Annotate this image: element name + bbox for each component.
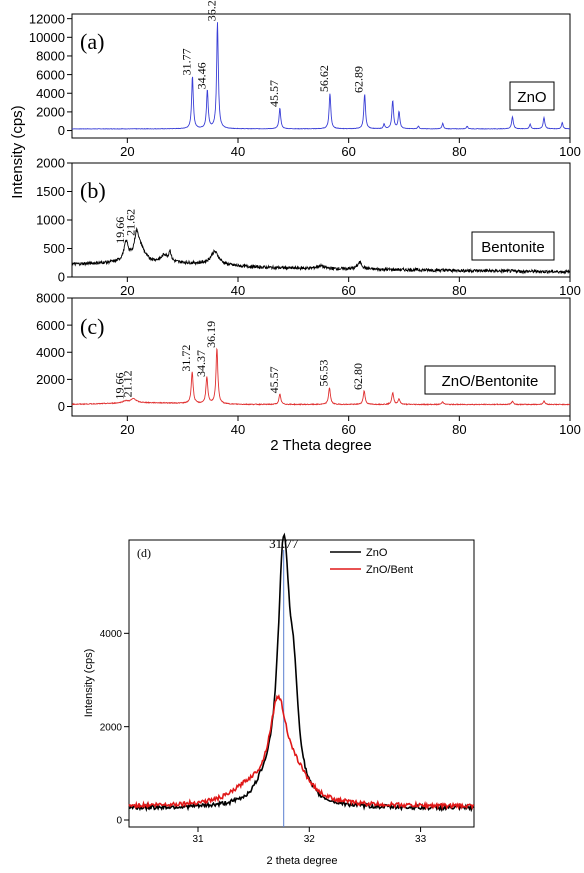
panel-c-legend-box [424, 365, 556, 395]
x-tick-label: 20 [120, 283, 134, 298]
x-tick-label: 100 [559, 144, 581, 159]
panel-b-bentonite: (b) Bentonite 20 40 60 80 100050010001500200… [36, 156, 581, 298]
peak-marker-label: 31.77 [269, 536, 299, 551]
panel-a-frame [71, 13, 571, 139]
panel-b-letter: (b) [80, 178, 106, 203]
peak-label: 45.57 [267, 366, 281, 393]
peak-label: 62.80 [351, 363, 365, 390]
panel-d-zoom: (d) 2 theta degree Intensity (cps) ZnO Z… [83, 532, 475, 867]
panel-a-legend-label: ZnO [517, 89, 546, 106]
panel-a-legend-box [509, 81, 555, 111]
x-tick-label: 80 [452, 283, 466, 298]
y-tick-label: 6000 [36, 67, 65, 82]
peak-label: 19.66 [113, 217, 127, 244]
panel-a-zno: (a) ZnO 20 40 60 80 100 0 2000 4000 6000 8000 1000… [29, 0, 581, 159]
panel-d-letter: (d) [137, 546, 151, 560]
y-tick-label: 0 [116, 816, 122, 827]
y-tick-label: 4000 [36, 86, 65, 101]
peak-label: 21.12 [121, 370, 135, 397]
x-tick-label: 40 [231, 283, 245, 298]
series-line-zno-bent [128, 693, 474, 811]
panel-b-legend-label: Bentonite [481, 239, 544, 256]
y-tick-label: 4000 [100, 629, 123, 640]
y-tick-label: 8000 [36, 49, 65, 64]
x-tick-label: 60 [341, 422, 355, 437]
x-tick-label: 80 [452, 422, 466, 437]
y-tick-label: 10000 [29, 30, 65, 45]
x-tick-label: 60 [341, 283, 355, 298]
panel-d-legend: ZnO ZnO/Bent [330, 547, 413, 576]
y-tick-label: 4000 [36, 345, 65, 360]
top-x-axis-label: 2 Theta degree [270, 437, 371, 454]
peak-label: 34.46 [194, 62, 208, 89]
x-tick-label: 40 [231, 422, 245, 437]
peak-label: 34.37 [194, 350, 208, 377]
top-y-axis-label: Intensity (cps) [9, 105, 26, 198]
x-tick-label: 32 [304, 834, 316, 845]
xrd-trace [71, 226, 571, 275]
y-tick-label: 1000 [36, 213, 65, 228]
peak-label: 31.77 [179, 48, 193, 75]
x-tick-label: 20 [120, 422, 134, 437]
y-tick-label: 2000 [36, 105, 65, 120]
peak-label: 56.62 [317, 65, 331, 92]
legend-label-zno-bent: ZnO/Bent [366, 564, 413, 576]
y-tick-label: 2000 [36, 372, 65, 387]
y-tick-label: 500 [43, 241, 65, 256]
x-tick-label: 100 [559, 422, 581, 437]
peak-label: 62.89 [352, 66, 366, 93]
panel-a-letter: (a) [80, 29, 104, 54]
panel-c-legend-label: ZnO/Bentonite [442, 373, 539, 390]
legend-label-zno: ZnO [366, 547, 388, 559]
y-tick-label: 0 [58, 123, 65, 138]
y-tick-label: 12000 [29, 11, 65, 26]
x-tick-label: 80 [452, 144, 466, 159]
peak-label: 21.62 [124, 209, 138, 236]
x-tick-label: 100 [559, 283, 581, 298]
x-tick-label: 31 [192, 834, 204, 845]
x-tick-label: 33 [415, 834, 427, 845]
x-tick-label: 60 [341, 144, 355, 159]
y-tick-label: 0 [58, 270, 65, 285]
peak-label: 56.53 [316, 360, 330, 387]
peak-label: 45.57 [267, 80, 281, 107]
peak-label: 36.19 [204, 321, 218, 348]
panel-d-y-axis-label: Intensity (cps) [83, 649, 95, 717]
panel-c-zno-bentonite: (c) ZnO/Bentonite 20 40 60 80 100 0 2000 4000 60… [36, 291, 581, 437]
panel-c-letter: (c) [80, 314, 104, 339]
y-tick-label: 0 [58, 399, 65, 414]
y-tick-label: 6000 [36, 318, 65, 333]
x-tick-label: 20 [120, 144, 134, 159]
y-tick-label: 2000 [36, 156, 65, 171]
y-tick-label: 8000 [36, 291, 65, 306]
series-line-zno [128, 532, 475, 813]
xrd-trace [71, 22, 571, 130]
peak-label: 36.29 [204, 0, 218, 21]
y-tick-label: 1500 [36, 184, 65, 199]
y-tick-label: 2000 [100, 722, 123, 733]
panel-b-legend-box [471, 231, 555, 261]
panel-c-frame [71, 297, 571, 417]
x-tick-label: 40 [231, 144, 245, 159]
panel-d-frame [128, 539, 475, 828]
peak-label: 19.66 [112, 372, 126, 399]
peak-label: 31.72 [179, 345, 193, 372]
panel-d-x-axis-label: 2 theta degree [267, 855, 338, 867]
xrd-trace [71, 347, 571, 406]
